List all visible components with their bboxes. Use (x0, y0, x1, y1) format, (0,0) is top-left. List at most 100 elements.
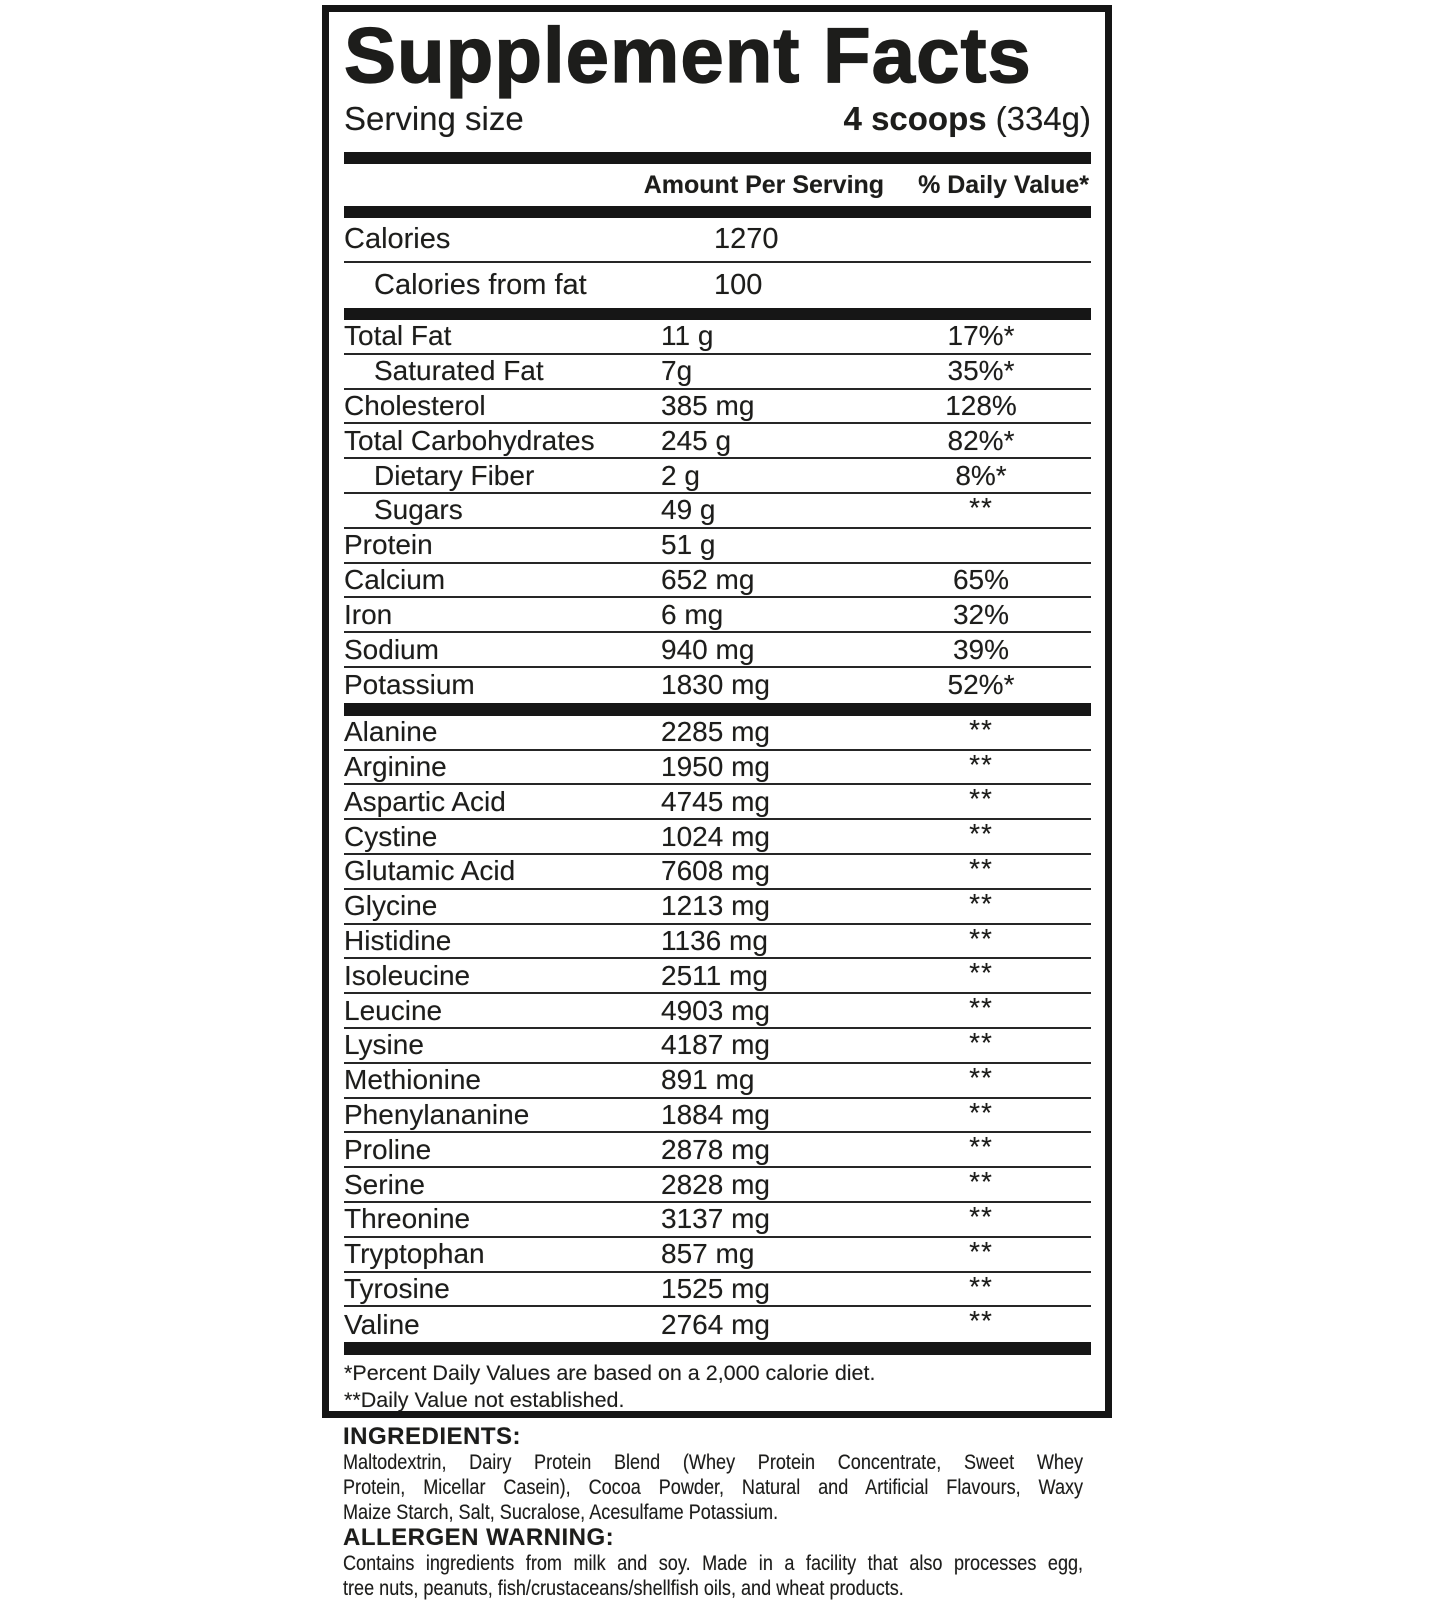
nutrient-amount: 1525 mg (661, 1272, 770, 1304)
nutrient-row: Sugars 49 g ** (344, 494, 1091, 529)
nutrient-row: Aspartic Acid 4745 mg ** (344, 783, 1091, 821)
nutrient-daily-value: 128% (945, 389, 1017, 421)
nutrient-label: Alanine (344, 716, 438, 748)
nutrient-daily-value: ** (969, 748, 993, 780)
calories-row: Calories from fat 100 (344, 263, 1091, 308)
amount-per-serving-header: Amount Per Serving (643, 170, 885, 199)
nutrient-row: Glycine 1213 mg ** (344, 887, 1091, 925)
nutrient-label: Isoleucine (344, 959, 471, 991)
nutrient-amount: 1884 mg (661, 1098, 770, 1130)
nutrient-amount: 49 g (661, 494, 716, 526)
nutrient-daily-value: 65% (952, 563, 1010, 595)
nutrient-amount: 891 mg (661, 1064, 755, 1096)
nutrient-row: Glutamic Acid 7608 mg ** (344, 855, 1091, 890)
nutrient-row: Arginine 1950 mg ** (344, 748, 1091, 786)
allergen-text: Contains ingredients from milk and soy. … (343, 1551, 1083, 1601)
nutrient-row: Methionine 891 mg ** (344, 1061, 1091, 1099)
nutrient-row: Dietary Fiber 2 g 8%* (344, 459, 1091, 494)
nutrient-amount: 1024 mg (661, 820, 770, 852)
nutrient-amount: 940 mg (661, 633, 755, 665)
nutrient-daily-value: 82%* (947, 424, 1015, 456)
calories-label: Calories from fat (374, 269, 587, 301)
nutrient-daily-value: ** (969, 1270, 993, 1302)
nutrient-amount: 3137 mg (661, 1203, 770, 1235)
calories-value: 100 (714, 269, 763, 301)
nutrient-daily-value: 8%* (955, 459, 1007, 491)
footnotes: *Percent Daily Values are based on a 2,0… (344, 1355, 1091, 1414)
nutrient-row: Iron 6 mg 32% (344, 598, 1091, 634)
nutrient-label: Dietary Fiber (374, 459, 535, 491)
nutrient-amount: 4745 mg (661, 785, 770, 817)
nutrient-amount: 2 g (661, 459, 700, 491)
calories-row: Calories 1270 (344, 218, 1091, 263)
nutrient-row: Leucine 4903 mg ** (344, 994, 1091, 1029)
calories-value: 1270 (714, 223, 779, 255)
divider-bar-calories (344, 308, 1091, 320)
ingredients-allergen-section: INGREDIENTS: Maltodextrin, Dairy Protein… (343, 1424, 1083, 1601)
divider-bar-top (344, 152, 1091, 164)
nutrient-amount: 4187 mg (661, 1029, 770, 1061)
serving-size-label: Serving size (344, 100, 524, 137)
nutrient-row: Cystine 1024 mg ** (344, 820, 1091, 855)
nutrient-daily-value: ** (969, 957, 993, 989)
nutrient-row: Sodium 940 mg 39% (344, 633, 1091, 668)
nutrient-label: Phenylananine (344, 1098, 530, 1130)
nutrient-daily-value: 32% (952, 598, 1010, 630)
nutrient-rows: Total Fat 11 g 17%* Saturated Fat 7g 35%* Chol… (344, 320, 1091, 703)
divider-bar-header (344, 206, 1091, 218)
supplement-facts-panel: Supplement Facts Serving size 4 scoops (3… (322, 5, 1112, 1418)
nutrient-daily-value: ** (969, 1200, 993, 1232)
nutrient-daily-value: ** (969, 922, 993, 954)
nutrient-label: Tryptophan (344, 1238, 485, 1270)
nutrient-amount: 7g (661, 355, 693, 387)
nutrient-label: Valine (344, 1308, 420, 1340)
nutrient-daily-value: 39% (952, 633, 1010, 665)
nutrient-row: Saturated Fat 7g 35%* (344, 355, 1091, 390)
nutrient-daily-value: ** (969, 1166, 993, 1198)
nutrient-row: Tryptophan 857 mg ** (344, 1237, 1091, 1273)
nutrient-row: Threonine 3137 mg ** (344, 1203, 1091, 1238)
nutrient-label: Protein (344, 529, 433, 561)
nutrient-daily-value: ** (969, 1061, 993, 1093)
nutrient-label: Lysine (344, 1029, 424, 1061)
nutrient-amount: 2764 mg (661, 1308, 770, 1340)
nutrient-amount: 1136 mg (661, 924, 768, 956)
paragraph-line: Protein, Micellar Casein), Cocoa Powder,… (343, 1475, 1084, 1499)
nutrient-row: Isoleucine 2511 mg ** (344, 957, 1091, 995)
nutrient-label: Leucine (344, 994, 443, 1026)
nutrient-daily-value: ** (969, 887, 993, 919)
column-header-row: Amount Per Serving % Daily Value* (344, 164, 1091, 206)
footnote-daily-values: *Percent Daily Values are based on a 2,0… (344, 1361, 876, 1386)
nutrient-amount: 11 g (661, 320, 714, 352)
nutrient-label: Sugars (374, 494, 463, 526)
allergen-heading: ALLERGEN WARNING: (343, 1524, 615, 1551)
serving-amount: 4 scoops (843, 100, 987, 137)
nutrient-daily-value: ** (969, 992, 993, 1024)
nutrient-label: Serine (344, 1168, 425, 1200)
nutrient-label: Iron (344, 598, 393, 630)
nutrient-amount: 1950 mg (661, 750, 770, 782)
nutrient-row: Proline 2878 mg ** (344, 1133, 1091, 1169)
nutrient-amount: 385 mg (661, 389, 755, 421)
nutrient-label: Histidine (344, 924, 452, 956)
nutrient-label: Methionine (344, 1064, 481, 1096)
nutrient-row: Valine 2764 mg ** (344, 1307, 1091, 1342)
nutrient-amount: 857 mg (661, 1238, 755, 1270)
nutrient-label: Calcium (344, 563, 446, 595)
nutrient-amount: 1213 mg (661, 890, 770, 922)
divider-bar-nutrients (344, 702, 1091, 716)
nutrient-row: Tyrosine 1525 mg ** (344, 1270, 1091, 1308)
serving-size-row: Serving size 4 scoops (334g) (344, 100, 1091, 146)
nutrient-daily-value: 35%* (947, 355, 1015, 387)
nutrient-amount: 6 mg (661, 598, 724, 630)
nutrient-label: Total Fat (344, 320, 452, 352)
nutrient-daily-value: ** (969, 713, 993, 745)
nutrient-daily-value: ** (969, 783, 993, 815)
nutrient-row: Total Fat 11 g 17%* (344, 320, 1091, 355)
nutrient-row: Cholesterol 385 mg 128% (344, 390, 1091, 425)
nutrient-label: Tyrosine (344, 1272, 450, 1304)
nutrient-row: Protein 51 g (344, 529, 1091, 564)
calories-label: Calories (344, 223, 451, 255)
nutrient-daily-value: ** (969, 1026, 993, 1058)
nutrient-amount: 51 g (661, 529, 716, 561)
